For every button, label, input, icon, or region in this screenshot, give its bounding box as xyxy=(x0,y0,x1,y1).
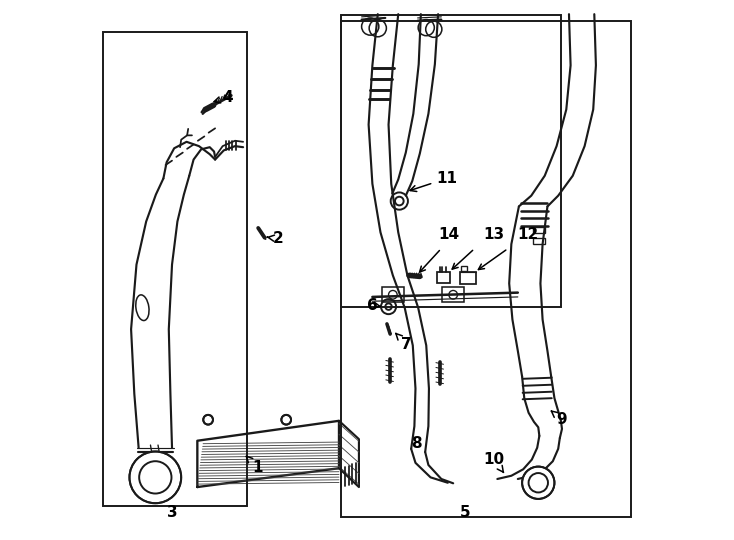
Text: 1: 1 xyxy=(247,456,262,475)
Text: 7: 7 xyxy=(396,333,412,352)
Bar xyxy=(459,272,476,284)
Text: 14: 14 xyxy=(438,227,459,242)
Text: 12: 12 xyxy=(517,227,538,242)
Circle shape xyxy=(129,451,181,503)
Text: 6: 6 xyxy=(367,298,381,313)
Text: 8: 8 xyxy=(411,436,422,451)
Circle shape xyxy=(522,467,554,499)
Circle shape xyxy=(281,415,291,424)
Text: 10: 10 xyxy=(484,452,505,472)
Bar xyxy=(533,227,545,233)
Bar xyxy=(103,32,247,506)
Text: 9: 9 xyxy=(551,411,567,427)
Text: 11: 11 xyxy=(410,171,457,192)
Bar xyxy=(341,21,631,517)
Bar xyxy=(533,238,545,244)
Text: 13: 13 xyxy=(484,227,505,242)
Text: 5: 5 xyxy=(459,505,470,520)
Bar xyxy=(461,266,467,271)
Text: 4: 4 xyxy=(214,90,233,105)
Bar xyxy=(437,272,451,283)
Text: 3: 3 xyxy=(167,505,178,520)
Bar xyxy=(382,287,404,302)
Text: 2: 2 xyxy=(267,231,283,246)
Bar xyxy=(443,287,464,302)
Circle shape xyxy=(203,415,213,424)
Bar xyxy=(341,15,561,307)
